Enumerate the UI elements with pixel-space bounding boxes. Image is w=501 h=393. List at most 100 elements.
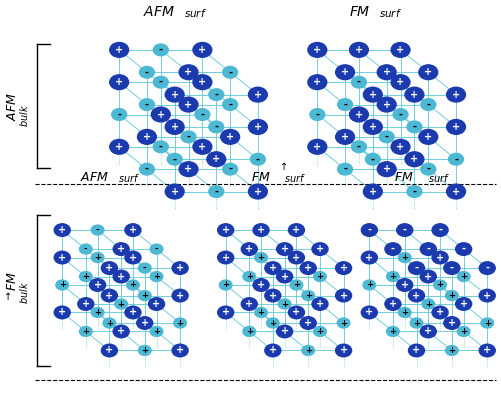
Text: -: - [425, 244, 429, 254]
Circle shape [419, 243, 435, 255]
Circle shape [300, 262, 316, 274]
Text: +: + [141, 346, 148, 355]
Circle shape [250, 153, 265, 165]
Circle shape [309, 109, 324, 120]
Text: -: - [96, 226, 99, 235]
Circle shape [312, 243, 327, 255]
Circle shape [165, 119, 184, 134]
Circle shape [208, 89, 223, 101]
Text: +: + [257, 280, 265, 290]
Circle shape [409, 318, 422, 328]
Circle shape [248, 184, 267, 199]
Text: +: + [245, 272, 253, 281]
Text: +: + [339, 345, 347, 356]
Text: -: - [158, 45, 162, 55]
Text: +: + [482, 290, 490, 301]
Circle shape [151, 107, 170, 122]
Text: -: - [414, 263, 418, 273]
Circle shape [192, 42, 211, 57]
Text: +: + [482, 345, 490, 356]
Text: $\mathit{AFM}$: $\mathit{AFM}$ [143, 5, 174, 19]
Text: -: - [412, 122, 416, 132]
Text: +: + [269, 318, 276, 327]
Circle shape [361, 224, 377, 236]
Circle shape [208, 121, 223, 133]
Circle shape [150, 327, 162, 336]
Text: +: + [409, 154, 418, 164]
Text: +: + [339, 263, 347, 273]
Circle shape [167, 153, 182, 165]
Circle shape [113, 270, 129, 283]
Text: +: + [184, 67, 192, 77]
Text: +: + [170, 187, 178, 196]
Text: +: + [176, 318, 183, 327]
Circle shape [396, 279, 412, 291]
Text: +: + [435, 307, 443, 318]
Circle shape [172, 262, 188, 274]
Text: +: + [184, 99, 192, 110]
Circle shape [79, 327, 92, 336]
Circle shape [113, 325, 129, 338]
Circle shape [276, 243, 292, 255]
Text: +: + [388, 299, 396, 309]
Text: +: + [117, 299, 124, 309]
Text: +: + [257, 308, 264, 317]
Circle shape [288, 306, 304, 319]
Circle shape [254, 253, 267, 263]
Text: +: + [245, 327, 253, 336]
Circle shape [307, 75, 326, 90]
Circle shape [103, 318, 115, 328]
Text: +: + [365, 307, 373, 318]
Circle shape [419, 325, 435, 338]
Circle shape [242, 327, 255, 336]
Circle shape [110, 42, 128, 57]
Circle shape [113, 243, 129, 255]
Text: +: + [482, 318, 490, 327]
Text: -: - [227, 164, 231, 174]
Circle shape [54, 251, 70, 264]
Circle shape [335, 65, 354, 80]
Text: +: + [396, 77, 404, 87]
Circle shape [172, 289, 188, 302]
Circle shape [181, 131, 195, 143]
Circle shape [179, 65, 197, 80]
Circle shape [455, 243, 471, 255]
Text: +: + [409, 90, 418, 99]
Circle shape [445, 290, 457, 301]
Text: +: + [141, 291, 148, 300]
Text: +: + [140, 318, 148, 328]
Text: -: - [425, 164, 429, 174]
Circle shape [288, 251, 304, 264]
Circle shape [456, 327, 469, 336]
Circle shape [335, 262, 351, 274]
Circle shape [222, 99, 237, 110]
Text: +: + [382, 67, 390, 77]
Text: +: + [254, 187, 262, 196]
Circle shape [125, 306, 141, 319]
Text: -: - [342, 164, 346, 174]
Text: +: + [365, 253, 373, 263]
Text: -: - [186, 132, 190, 142]
Text: +: + [340, 67, 348, 77]
Circle shape [217, 251, 233, 264]
Circle shape [138, 345, 151, 355]
Text: +: + [451, 187, 459, 196]
Circle shape [419, 270, 435, 283]
Text: $\mathit{surf}$: $\mathit{surf}$ [117, 172, 139, 184]
Text: +: + [117, 272, 125, 281]
Circle shape [241, 243, 257, 255]
Text: -: - [154, 244, 158, 253]
Circle shape [137, 129, 156, 144]
Text: +: + [423, 132, 431, 142]
Text: +: + [212, 154, 220, 164]
Text: +: + [292, 225, 300, 235]
Circle shape [431, 251, 447, 264]
Circle shape [150, 272, 162, 281]
Text: +: + [315, 299, 324, 309]
Circle shape [443, 317, 459, 329]
Circle shape [101, 289, 117, 302]
Text: -: - [200, 110, 204, 119]
Circle shape [480, 318, 492, 328]
Circle shape [335, 129, 354, 144]
Circle shape [335, 344, 351, 357]
